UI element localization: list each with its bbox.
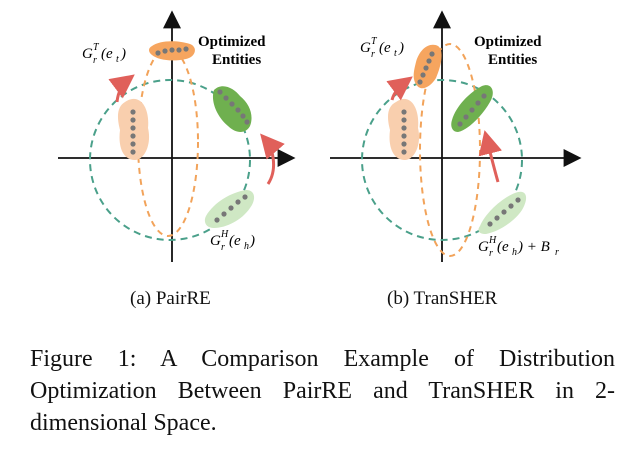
head-label: G H r (e h ) xyxy=(210,229,255,253)
head-points xyxy=(487,197,521,227)
svg-text:G: G xyxy=(478,239,489,255)
unit-circle xyxy=(89,79,251,241)
svg-text:r: r xyxy=(555,247,559,258)
figure-caption: Figure 1: A Comparison Example of Distri… xyxy=(30,346,615,436)
optimized-cluster xyxy=(212,86,252,132)
optimized-label-line1: Optimized xyxy=(198,34,266,50)
svg-text:T: T xyxy=(371,36,378,47)
transher-diagram: Optimized Entities G T r (e t ) G H r (e… xyxy=(330,10,582,262)
head-move-arrow xyxy=(260,133,285,185)
tail-light-points xyxy=(401,109,407,155)
svg-text:h: h xyxy=(244,241,249,252)
svg-text:): ) xyxy=(249,233,255,249)
svg-text:G: G xyxy=(360,40,371,56)
optimized-label-line2: Entities xyxy=(488,52,537,68)
subcaption-b: (b) TranSHER xyxy=(387,288,498,309)
tail-move-arrow xyxy=(386,76,413,101)
tail-label: G T r (e t ) xyxy=(360,36,404,60)
pairre-diagram: Optimized Entities G T r (e t ) G H r (e… xyxy=(58,10,296,262)
svg-text:T: T xyxy=(93,42,100,53)
tail-move-arrow xyxy=(108,74,135,103)
svg-text:r: r xyxy=(489,248,493,259)
svg-text:): ) xyxy=(517,239,523,255)
optimized-points xyxy=(457,93,487,127)
svg-text:+ B: + B xyxy=(523,239,550,255)
svg-text:G: G xyxy=(82,46,93,62)
svg-text:G: G xyxy=(210,233,221,249)
svg-text:): ) xyxy=(398,40,404,56)
svg-text:r: r xyxy=(221,242,225,253)
svg-text:): ) xyxy=(120,46,126,62)
svg-text:(e: (e xyxy=(101,46,113,62)
panel-transher: Optimized Entities G T r (e t ) G H r (e… xyxy=(322,0,643,270)
head-label: G H r (e h ) + B r xyxy=(478,235,559,259)
svg-text:h: h xyxy=(512,247,517,258)
svg-text:t: t xyxy=(116,54,119,65)
head-points xyxy=(214,194,248,223)
svg-text:H: H xyxy=(488,235,497,246)
svg-text:(e: (e xyxy=(497,239,509,255)
tail-points xyxy=(417,51,435,85)
svg-text:t: t xyxy=(394,48,397,59)
unit-circle xyxy=(361,79,523,241)
optimized-points xyxy=(217,89,250,125)
tail-light-points xyxy=(130,109,136,155)
subcaption-a: (a) PairRE xyxy=(130,288,211,309)
optimized-label-line1: Optimized xyxy=(474,34,542,50)
tail-label: G T r (e t ) xyxy=(82,42,126,66)
optimized-label-line2: Entities xyxy=(212,52,261,68)
tail-points xyxy=(155,46,189,56)
svg-text:H: H xyxy=(220,229,229,240)
head-move-arrow xyxy=(478,130,503,183)
svg-text:r: r xyxy=(371,49,375,60)
panel-pairre: Optimized Entities G T r (e t ) G H r (e… xyxy=(0,0,320,270)
svg-text:(e: (e xyxy=(379,40,391,56)
svg-text:(e: (e xyxy=(229,233,241,249)
svg-text:r: r xyxy=(93,55,97,66)
